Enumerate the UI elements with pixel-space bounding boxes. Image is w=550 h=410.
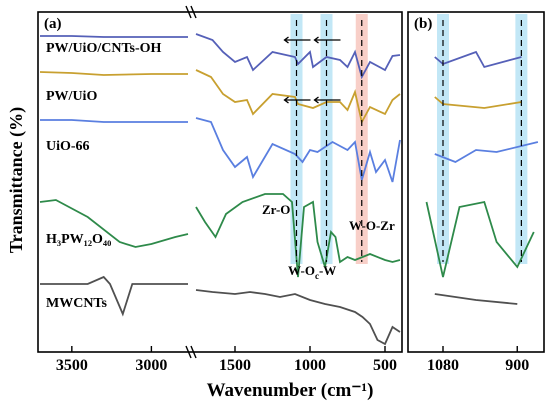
annotation-w-o-zr: W-O-Zr bbox=[349, 218, 395, 233]
tick-label-a-1500: 1500 bbox=[219, 357, 251, 374]
series-line-a-left-4 bbox=[40, 275, 188, 317]
series-line-b-0 bbox=[434, 50, 522, 69]
series-line-a-right-2 bbox=[195, 117, 401, 183]
panel-a-label: (a) bbox=[44, 16, 62, 32]
series-label-mwcnts: MWCNTs bbox=[46, 296, 107, 311]
series-line-a-left-2 bbox=[40, 119, 188, 123]
tick-label-a-3500: 3500 bbox=[56, 357, 88, 374]
panel-a-frame bbox=[37, 11, 403, 353]
series-line-b-1 bbox=[434, 96, 522, 109]
series-line-b-2 bbox=[434, 141, 539, 163]
series-label-pw-uio: PW/UiO bbox=[46, 89, 97, 104]
series-label-uio66: UiO-66 bbox=[46, 139, 90, 154]
series-line-a-right-1 bbox=[195, 69, 401, 125]
highlight-band-a-0 bbox=[290, 14, 303, 264]
highlight-band-a-2 bbox=[355, 14, 368, 264]
tick-label-b-1080: 1080 bbox=[427, 357, 459, 374]
series-line-a-left-0 bbox=[40, 35, 188, 38]
axis-break-bottom bbox=[185, 345, 197, 359]
series-label-h3pw12o40: H₃PW₁₂O₄₀ bbox=[46, 232, 111, 247]
shift-arrow-0 bbox=[283, 36, 311, 44]
panel-b-frame bbox=[407, 11, 545, 353]
y-axis-label: Transmittance (%) bbox=[6, 107, 27, 253]
series-line-a-left-1 bbox=[39, 71, 188, 76]
shift-arrow-2 bbox=[283, 96, 311, 104]
series-line-b-4 bbox=[434, 293, 518, 305]
series-line-a-right-0 bbox=[195, 33, 401, 80]
tick-label-a-3000: 3000 bbox=[135, 357, 167, 374]
highlight-band-b-0 bbox=[437, 14, 449, 264]
axis-break-top bbox=[185, 5, 197, 19]
series-line-b-3 bbox=[425, 200, 535, 278]
tick-label-a-1000: 1000 bbox=[294, 357, 326, 374]
annotation-w-oc-w: W-Oc-W bbox=[288, 263, 336, 281]
x-axis-label: Wavenumber (cm⁻¹) bbox=[207, 380, 374, 401]
highlight-band-b-1 bbox=[515, 14, 528, 264]
series-line-a-left-3 bbox=[39, 199, 189, 248]
series-line-a-right-3 bbox=[195, 193, 401, 278]
shift-arrow-3 bbox=[313, 96, 341, 104]
highlight-band-a-1 bbox=[320, 14, 333, 264]
annotation-zr-o: Zr-O bbox=[262, 202, 290, 217]
tick-label-b-900: 900 bbox=[505, 357, 529, 374]
tick-label-a-500: 500 bbox=[373, 357, 397, 374]
shift-arrow-1 bbox=[313, 36, 341, 44]
panel-b-label: (b) bbox=[414, 16, 432, 32]
series-line-a-right-4 bbox=[195, 289, 401, 346]
series-label-pw-uio-cnts: PW/UiO/CNTs-OH bbox=[46, 41, 161, 56]
